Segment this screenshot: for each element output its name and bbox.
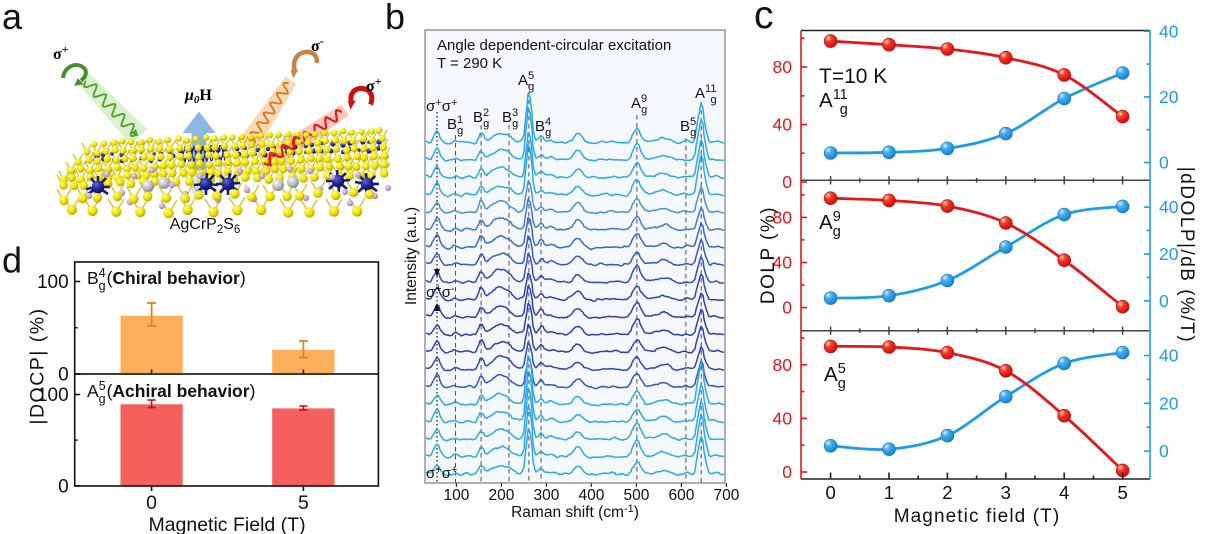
- svg-text:400: 400: [578, 487, 604, 504]
- svg-text:20: 20: [1159, 87, 1179, 107]
- svg-text:B1g: B1 g: [447, 114, 463, 137]
- svg-text:3: 3: [1001, 482, 1011, 503]
- svg-text:100: 100: [443, 487, 469, 504]
- svg-text:AgCrP2S6: AgCrP2S6: [170, 216, 241, 236]
- svg-text:300: 300: [533, 487, 559, 504]
- svg-text:0: 0: [1159, 291, 1169, 311]
- svg-text:80: 80: [773, 57, 793, 77]
- svg-text:0: 0: [1159, 153, 1169, 173]
- svg-text:0: 0: [782, 462, 792, 482]
- svg-text:2: 2: [942, 482, 952, 503]
- svg-text:Magnetic Field (T): Magnetic Field (T): [148, 514, 305, 534]
- svg-text:0: 0: [782, 298, 792, 318]
- svg-text:A5g: A5 g: [518, 70, 534, 93]
- svg-text:σ+σ-: σ+σ-: [426, 283, 455, 301]
- svg-text:40: 40: [1159, 346, 1179, 366]
- svg-text:A9g: A9 g: [631, 93, 647, 116]
- svg-text:100: 100: [37, 385, 69, 406]
- svg-text:Magnetic field (T): Magnetic field (T): [894, 506, 1061, 527]
- svg-text:4: 4: [1059, 482, 1069, 503]
- svg-text:DOLP (%): DOLP (%): [758, 206, 779, 304]
- svg-text:|DOCP| (%): |DOCP| (%): [27, 307, 49, 424]
- svg-text:5: 5: [1117, 482, 1127, 503]
- svg-text:40: 40: [773, 408, 793, 428]
- svg-text:0: 0: [1159, 441, 1169, 461]
- svg-text:40: 40: [1159, 21, 1179, 41]
- svg-text:|dDOLP|/dB (%/T): |dDOLP|/dB (%/T): [1176, 167, 1197, 343]
- svg-text:A9g: A9 g: [819, 209, 841, 240]
- svg-text:T=10 K: T=10 K: [819, 65, 887, 88]
- svg-text:1: 1: [884, 482, 894, 503]
- svg-text:b: b: [385, 0, 405, 37]
- svg-text:40: 40: [1159, 197, 1179, 217]
- svg-text:0: 0: [146, 492, 157, 514]
- svg-text:200: 200: [488, 487, 514, 504]
- svg-text:σ+σ+: σ+σ+: [426, 97, 457, 115]
- svg-text:Intensity (a.u.): Intensity (a.u.): [403, 207, 420, 305]
- svg-text:T = 290 K: T = 290 K: [437, 55, 502, 72]
- svg-text:0: 0: [782, 172, 792, 192]
- svg-text:500: 500: [623, 487, 649, 504]
- svg-text:B5g: B5 g: [680, 116, 696, 139]
- svg-text:B2g: B2 g: [473, 107, 489, 130]
- svg-text:0: 0: [58, 365, 69, 386]
- svg-text:A5g: A5 g: [824, 361, 846, 392]
- svg-text:80: 80: [773, 355, 793, 375]
- svg-text:a: a: [2, 0, 23, 37]
- svg-text:80: 80: [773, 207, 793, 227]
- svg-text:σ+σ+: σ+σ+: [426, 464, 457, 482]
- svg-text:0: 0: [825, 482, 835, 503]
- svg-text:0: 0: [58, 476, 69, 497]
- svg-text:5: 5: [298, 492, 309, 514]
- svg-text:40: 40: [773, 115, 793, 135]
- svg-text:100: 100: [37, 272, 69, 293]
- svg-text:20: 20: [1159, 244, 1179, 264]
- svg-text:d: d: [2, 240, 22, 281]
- svg-text:20: 20: [1159, 393, 1179, 413]
- svg-text:c: c: [754, 0, 774, 37]
- svg-text:Angle dependent-circular excit: Angle dependent-circular excitation: [437, 37, 671, 54]
- svg-text:600: 600: [668, 487, 694, 504]
- svg-text:700: 700: [713, 487, 739, 504]
- svg-text:40: 40: [773, 253, 793, 273]
- svg-text:μ0H: μ0H: [184, 87, 212, 106]
- svg-text:Raman shift (cm-1): Raman shift (cm-1): [511, 503, 639, 521]
- svg-text:B3g: B3 g: [502, 107, 518, 130]
- svg-text:B4g: B4 g: [535, 116, 551, 139]
